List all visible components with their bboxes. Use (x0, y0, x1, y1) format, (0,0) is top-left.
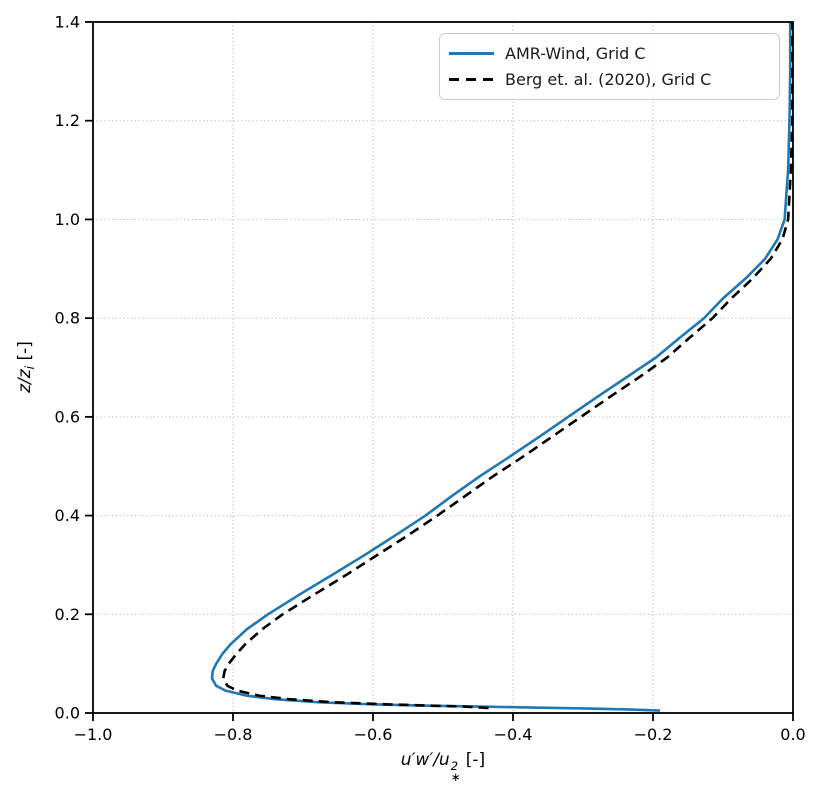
legend-item-amr-wind: AMR-Wind, Grid C (449, 44, 779, 63)
y-tick-label: 1.2 (55, 111, 80, 130)
legend-dashed-line-icon (449, 78, 494, 81)
y-tick-label: 0.6 (55, 407, 80, 426)
legend-label-berg: Berg et. al. (2020), Grid C (505, 70, 712, 89)
legend-item-berg: Berg et. al. (2020), Grid C (449, 70, 779, 89)
y-tick-label: 0.4 (55, 506, 80, 525)
x-tick-label: −1.0 (74, 725, 113, 744)
series-line-amr-wind (210, 22, 792, 712)
y-tick-label: 0.0 (55, 704, 80, 723)
y-tick-label: 0.8 (55, 309, 80, 328)
legend-label-amr-wind: AMR-Wind, Grid C (505, 44, 646, 63)
series-line-berg (221, 22, 794, 710)
y-tick-label: 1.4 (55, 13, 80, 32)
y-tick-label: 0.2 (55, 605, 80, 624)
y-axis-label-math: z/zi (14, 365, 38, 393)
y-axis-label: z/zi [-] (15, 341, 37, 393)
legend-solid-line-icon (449, 52, 494, 55)
legend: AMR-Wind, Grid C Berg et. al. (2020), Gr… (439, 33, 780, 100)
axes-spines (92, 21, 794, 714)
x-axis-label: u′w′/u 2 ∗ [-] (93, 750, 793, 783)
x-tick-label: −0.4 (494, 725, 533, 744)
x-tick-label: −0.2 (634, 725, 673, 744)
x-axis-label-math: u′w′/u 2 ∗ (400, 750, 461, 785)
x-axis-label-units: [-] (460, 750, 486, 770)
y-axis-label-units: [-] (14, 341, 35, 366)
x-tick-label: −0.8 (214, 725, 253, 744)
y-tick-label: 1.0 (55, 210, 80, 229)
x-tick-label: −0.6 (354, 725, 393, 744)
x-tick-label: 0.0 (780, 725, 805, 744)
